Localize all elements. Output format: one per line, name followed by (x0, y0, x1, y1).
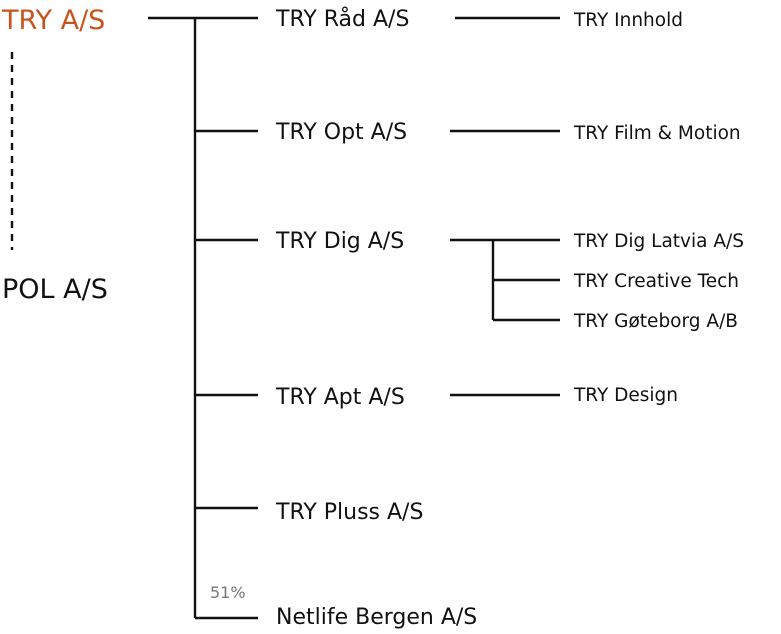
node-try-film-motion: TRY Film & Motion (573, 123, 741, 144)
node-try-design: TRY Design (573, 385, 678, 406)
node-try-opt: TRY Opt A/S (275, 120, 407, 145)
root-node: TRY A/S (1, 5, 105, 36)
node-try-innhold: TRY Innhold (573, 10, 683, 31)
sibling-node: POL A/S (2, 274, 108, 305)
node-try-goteborg: TRY Gøteborg A/B (573, 311, 738, 332)
node-try-dig-latvia: TRY Dig Latvia A/S (573, 231, 744, 252)
node-netlife-bergen: Netlife Bergen A/S (276, 605, 477, 630)
node-try-dig: TRY Dig A/S (275, 229, 404, 254)
ownership-percent: 51% (210, 583, 246, 602)
node-try-rad: TRY Råd A/S (275, 6, 409, 32)
node-try-pluss: TRY Pluss A/S (275, 500, 423, 525)
node-try-creative-tech: TRY Creative Tech (573, 271, 739, 292)
node-try-apt: TRY Apt A/S (275, 385, 405, 410)
